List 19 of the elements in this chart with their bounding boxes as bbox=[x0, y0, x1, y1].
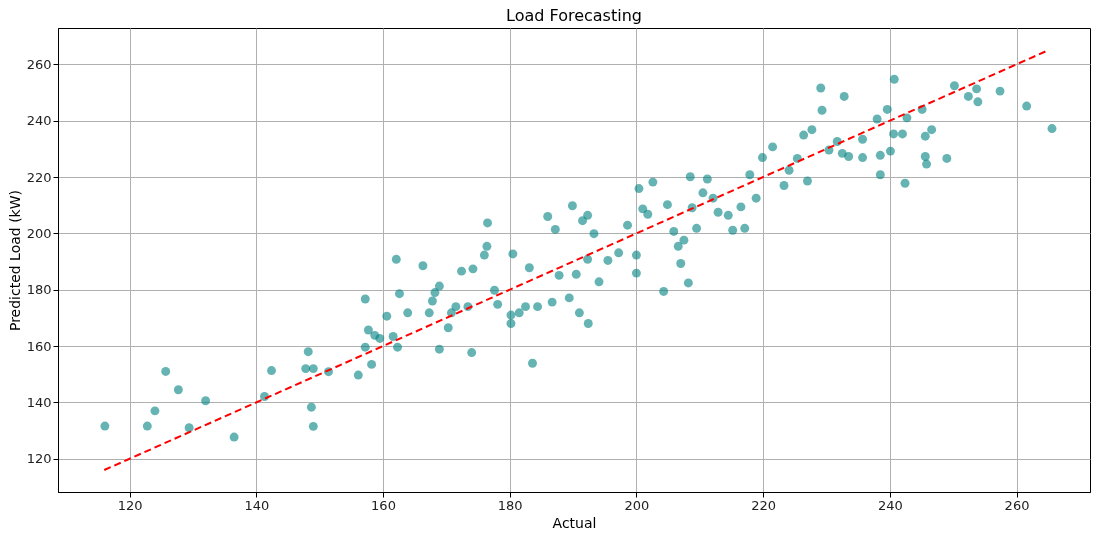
y-tick-label: 240 bbox=[26, 113, 52, 129]
y-tick-label: 180 bbox=[26, 282, 52, 298]
y-tick-label: 120 bbox=[26, 451, 52, 467]
x-tick-label: 260 bbox=[1004, 497, 1030, 513]
y-tick-label: 260 bbox=[26, 56, 52, 72]
y-axis-title: Predicted Load (kW) bbox=[6, 189, 23, 332]
x-tick-label: 220 bbox=[751, 497, 777, 513]
x-tick-label: 180 bbox=[497, 497, 523, 513]
y-tick-label: 220 bbox=[26, 169, 52, 185]
x-tick-label: 140 bbox=[244, 497, 270, 513]
x-axis-title: Actual bbox=[552, 514, 597, 531]
chart-title: Load Forecasting bbox=[506, 6, 642, 25]
y-tick-label: 140 bbox=[26, 394, 52, 410]
y-tick-label: 160 bbox=[26, 338, 52, 354]
x-tick-label: 160 bbox=[371, 497, 396, 513]
x-tick-label: 120 bbox=[117, 497, 143, 513]
x-tick-label: 200 bbox=[624, 497, 650, 513]
y-tick-label: 200 bbox=[26, 225, 52, 241]
x-tick-label: 240 bbox=[877, 497, 903, 513]
